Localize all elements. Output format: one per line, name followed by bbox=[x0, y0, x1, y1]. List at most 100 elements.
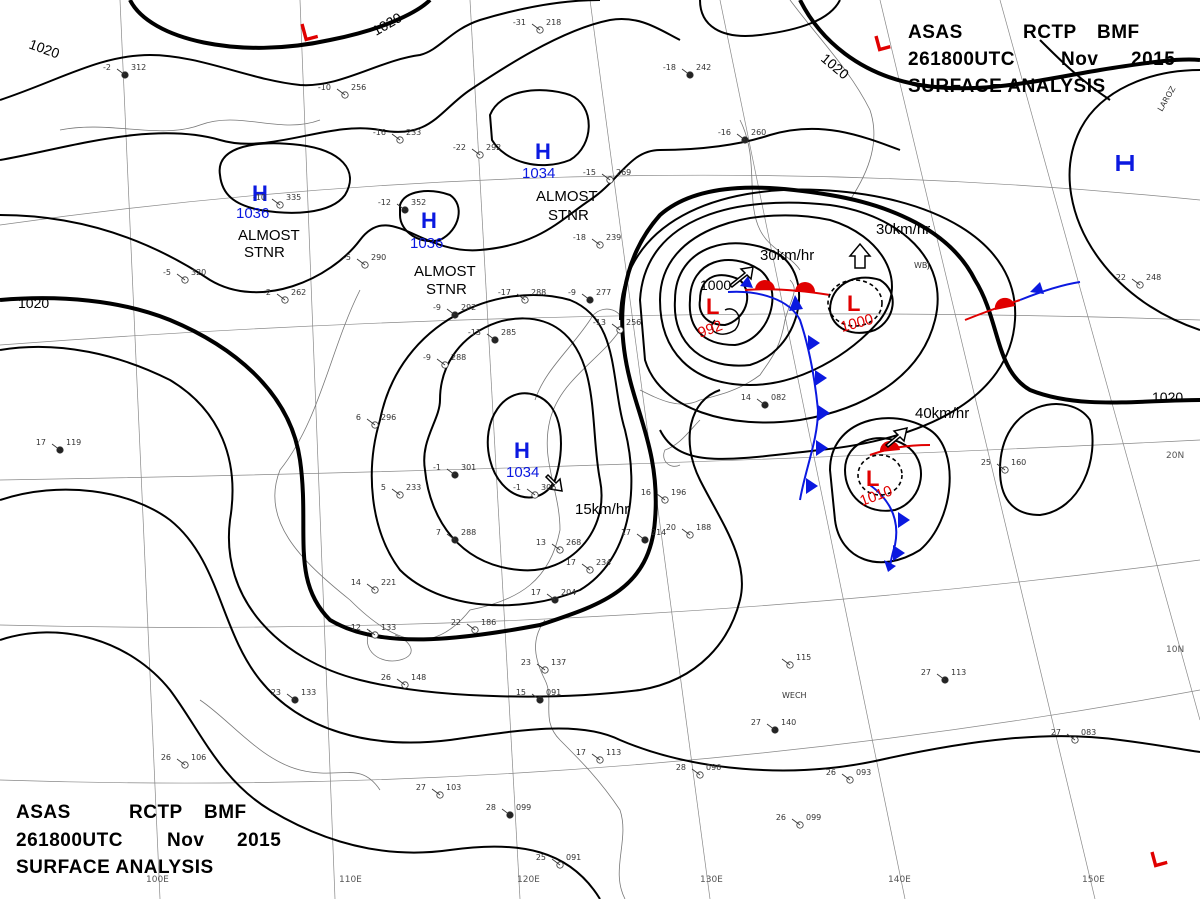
station-temperature: 22 bbox=[451, 618, 461, 627]
warm-front bbox=[744, 280, 1021, 456]
station-pressure: 242 bbox=[696, 63, 711, 72]
station-wind-barb bbox=[366, 628, 376, 636]
station-plot: 25 091 bbox=[536, 853, 581, 869]
station-temperature: -12 bbox=[378, 198, 391, 207]
station-temperature: -9 bbox=[568, 288, 576, 297]
high-value: 1036 bbox=[410, 235, 443, 252]
station-wind-barb bbox=[591, 753, 601, 761]
high-symbol: H bbox=[421, 208, 437, 233]
station-plot: -1 301 bbox=[433, 463, 476, 479]
station-wind-barb bbox=[1131, 278, 1141, 286]
station-wind-barb bbox=[486, 333, 496, 341]
station-wind-barb bbox=[531, 23, 541, 31]
station-pressure: 103 bbox=[446, 783, 461, 792]
high-pressure-systems: H 1036 ALMOST STNR H 1036 ALMOST STNR H … bbox=[236, 139, 1134, 481]
station-pressure: 137 bbox=[551, 658, 566, 667]
lon-label: 130E bbox=[700, 875, 723, 885]
station-plot: -2 312 bbox=[103, 63, 146, 79]
station-wind-barb bbox=[601, 173, 611, 181]
station-pressure: 296 bbox=[381, 413, 396, 422]
station-plot: -16 233 bbox=[373, 128, 421, 144]
header-top: ASAS RCTP BMF 261800UTC Nov 2015 SURFACE… bbox=[908, 22, 1175, 97]
station-id: WECH bbox=[782, 691, 807, 700]
low-symbol bbox=[1150, 851, 1168, 868]
station-temperature: 17 bbox=[36, 438, 46, 447]
station-pressure: 301 bbox=[461, 463, 476, 472]
station-plot: -16 260 bbox=[718, 128, 766, 144]
station-pressure: 115 bbox=[796, 653, 811, 662]
station-temperature: -2 bbox=[103, 63, 111, 72]
station-wind-barb bbox=[591, 238, 601, 246]
station-pressure: 160 bbox=[1011, 458, 1026, 467]
station-pressure: 256 bbox=[351, 83, 366, 92]
station-pressure: 269 bbox=[616, 168, 631, 177]
header-title: SURFACE ANALYSIS bbox=[908, 76, 1106, 97]
station-temperature: -5 bbox=[163, 268, 171, 277]
station-temperature: -2 bbox=[263, 288, 271, 297]
isobar-1020-north bbox=[128, 0, 432, 50]
station-wind-barb bbox=[546, 593, 556, 601]
station-wind-barb bbox=[391, 488, 401, 496]
high-value: 1036 bbox=[236, 205, 269, 222]
station-wind-barb bbox=[996, 463, 1006, 471]
stationary-note: STNR bbox=[548, 207, 589, 224]
station-temperature: -13 bbox=[593, 318, 606, 327]
station-plot: -31 218 bbox=[513, 18, 561, 34]
station-temperature: -9 bbox=[433, 303, 441, 312]
station-wind-barb bbox=[781, 658, 791, 666]
station-temperature: -22 bbox=[453, 143, 466, 152]
lon-label: 120E bbox=[517, 875, 540, 885]
station-plot: 28 096 bbox=[676, 763, 721, 779]
station-temperature: 13 bbox=[536, 538, 546, 547]
station-wind-barb bbox=[396, 678, 406, 686]
station-temperature: -1 bbox=[513, 483, 521, 492]
station-wind-barb bbox=[336, 88, 346, 96]
stationary-note: STNR bbox=[244, 244, 285, 261]
station-wind-barb bbox=[791, 818, 801, 826]
lat-label: 10N bbox=[1166, 645, 1184, 655]
station-temperature: -1 bbox=[433, 463, 441, 472]
station-temperature: 17 bbox=[576, 748, 586, 757]
station-pressure: 288 bbox=[531, 288, 546, 297]
station-plot: 14 082 bbox=[741, 393, 786, 409]
station-pressure: 221 bbox=[381, 578, 396, 587]
station-wind-barb bbox=[736, 133, 746, 141]
station-plot: 27 113 bbox=[921, 668, 966, 684]
station-temperature: 25 bbox=[536, 853, 546, 862]
station-wind-barb bbox=[516, 293, 526, 301]
station-pressure: 113 bbox=[951, 668, 966, 677]
station-plot: -9 277 bbox=[568, 288, 611, 304]
motion-arrow bbox=[848, 242, 872, 269]
station-plot: 22 186 bbox=[451, 618, 496, 634]
header-datetime: 2015 bbox=[237, 830, 281, 851]
station-plot: 26 099 bbox=[776, 813, 821, 829]
station-temperature: 16 bbox=[641, 488, 651, 497]
motion-speed-label: 30km/hr bbox=[876, 221, 930, 238]
station-pressure: 196 bbox=[671, 488, 686, 497]
station-plot: -5 320 bbox=[163, 268, 206, 284]
lon-label: 150E bbox=[1082, 875, 1105, 885]
station-plot: 26 093 bbox=[826, 768, 871, 784]
isobar-label: 1020 bbox=[1152, 389, 1183, 405]
motion-labels: 30km/hr 30km/hr 40km/hr 15km/hr bbox=[575, 221, 969, 518]
station-pressure: 140 bbox=[781, 718, 796, 727]
station-pressure: 106 bbox=[191, 753, 206, 762]
header-datetime: 261800UTC bbox=[16, 830, 123, 851]
station-plot: 28 099 bbox=[486, 803, 531, 819]
station-wind-barb bbox=[636, 533, 646, 541]
station-plot: 16 196 bbox=[641, 488, 686, 504]
station-temperature: 17 bbox=[531, 588, 541, 597]
station-plot: -15 269 bbox=[583, 168, 631, 184]
station-wind-barb bbox=[286, 693, 296, 701]
station-temperature: -9 bbox=[423, 353, 431, 362]
station-pressure: 292 bbox=[486, 143, 501, 152]
station-temperature: 27 bbox=[751, 718, 761, 727]
low-circles bbox=[711, 279, 903, 496]
station-plot: 23 137 bbox=[521, 658, 566, 674]
station-plot: -9 288 bbox=[423, 353, 466, 369]
station-pressure: 188 bbox=[696, 523, 711, 532]
station-temperature: -10 bbox=[253, 193, 266, 202]
